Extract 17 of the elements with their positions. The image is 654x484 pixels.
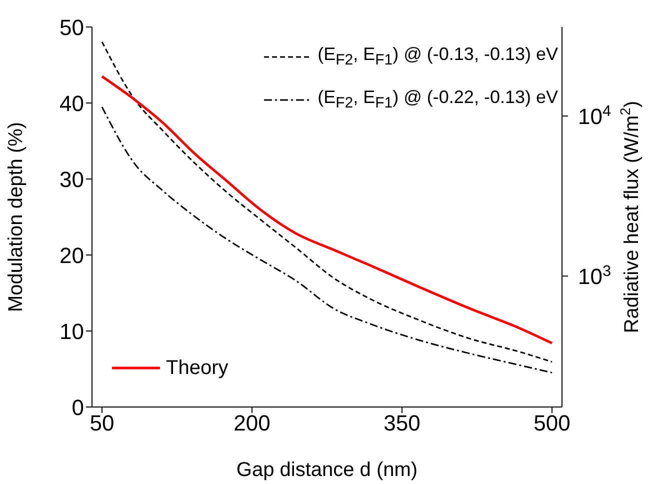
legend-label: Theory bbox=[166, 356, 228, 381]
y-tick-label: 10 bbox=[60, 318, 84, 344]
y2-tick-label: 10$^{4}$ bbox=[578, 102, 612, 130]
x-tick-label: 350 bbox=[384, 410, 420, 436]
x-tick-label: 50 bbox=[90, 410, 114, 436]
y-tick-label: 0 bbox=[72, 394, 84, 420]
x-tick-label: 500 bbox=[534, 410, 570, 436]
y-tick-label: 40 bbox=[60, 90, 84, 116]
y-axis-title: Modulation depth (%) bbox=[5, 122, 27, 312]
legend-label: (E$_{F2}$, E$_{F1}$) @ (-0.22, -0.13) eV bbox=[318, 86, 558, 114]
y-tick-label: 30 bbox=[60, 166, 84, 192]
y2-tick-label: 10$^{3}$ bbox=[578, 262, 612, 290]
legend-label: (E$_{F2}$, E$_{F1}$) @ (-0.13, -0.13) eV bbox=[318, 43, 558, 71]
x-tick-label: 200 bbox=[234, 410, 270, 436]
y-tick-label: 50 bbox=[60, 14, 84, 40]
y-tick-label: 20 bbox=[60, 242, 84, 268]
x-axis-title: Gap distance d (nm) bbox=[236, 459, 418, 481]
